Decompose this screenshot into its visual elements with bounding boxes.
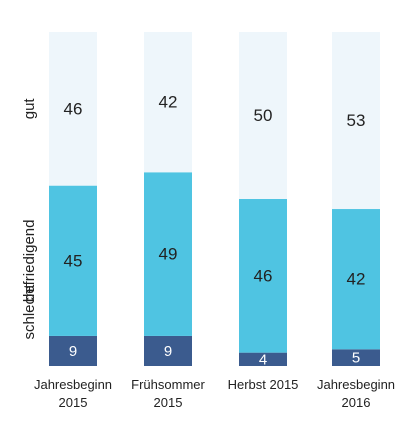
bar-segment [239, 32, 287, 199]
bar-segment [239, 199, 287, 353]
value-label: 42 [159, 93, 178, 112]
value-label: 50 [254, 106, 273, 125]
bar-segment [49, 335, 97, 366]
label-line: Herbst 2015 [228, 377, 299, 392]
value-label: 45 [64, 251, 83, 270]
x-tick-label: Herbst 2015 [228, 377, 299, 392]
legend-label: gut [21, 98, 38, 120]
value-label: 4 [259, 351, 267, 368]
value-label: 49 [159, 245, 178, 264]
label-line: 2015 [59, 395, 88, 410]
label-line: Frühsommer [131, 377, 205, 392]
x-tick-label: Frühsommer 2015 [131, 377, 205, 410]
value-label: 9 [69, 343, 77, 360]
value-label: 46 [254, 266, 273, 285]
bar-segment [332, 209, 380, 350]
label-line: Jahresbeginn [34, 377, 112, 392]
label-line: 2015 [154, 395, 183, 410]
label-line: 2016 [342, 395, 371, 410]
value-label: 9 [164, 343, 172, 360]
bar-segment [239, 352, 287, 366]
x-tick-label: Jahresbeginn 2016 [317, 377, 395, 410]
bar-segment [144, 335, 192, 366]
legend-label: befriedigend [21, 220, 38, 303]
value-label: 53 [347, 111, 366, 130]
bar-segment [49, 32, 97, 186]
value-label: 42 [347, 270, 366, 289]
bar-segment [144, 32, 192, 173]
value-label: 5 [352, 350, 360, 367]
label-line: Jahresbeginn [317, 377, 395, 392]
bar-segment [332, 32, 380, 210]
value-label: 46 [64, 99, 83, 118]
legend-label: schlecht [21, 284, 38, 340]
x-tick-label: Jahresbeginn 2015 [34, 377, 112, 410]
bar-segment [332, 349, 380, 366]
bar-segment [49, 185, 97, 336]
bar-segment [144, 172, 192, 336]
